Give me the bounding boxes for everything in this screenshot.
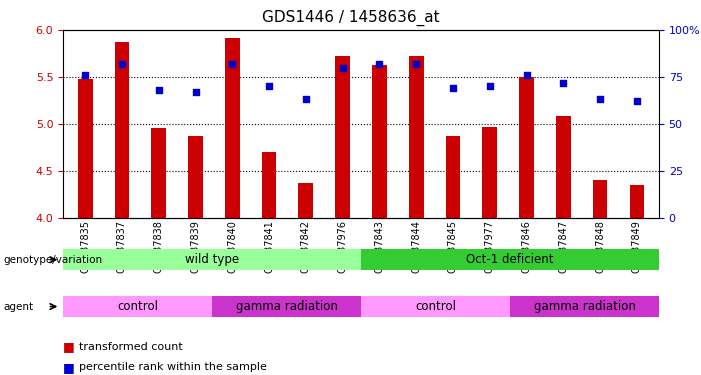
Bar (629, 185, 644, 218)
Bar (188, 136, 203, 218)
Bar (446, 136, 461, 218)
Point (632, 98, 643, 104)
Text: transformed count: transformed count (79, 342, 182, 352)
Point (484, 83, 496, 89)
Bar (593, 180, 608, 218)
Text: control: control (117, 300, 158, 313)
Point (447, 85, 458, 91)
Bar (151, 128, 166, 217)
Bar (335, 56, 350, 217)
Point (226, 61, 238, 67)
Point (190, 89, 201, 95)
Text: gamma radiation: gamma radiation (533, 300, 635, 313)
Bar (78, 79, 93, 218)
Text: gamma radiation: gamma radiation (236, 300, 337, 313)
Text: wild type: wild type (185, 253, 239, 266)
Point (594, 96, 606, 102)
Text: percentile rank within the sample: percentile rank within the sample (79, 363, 266, 372)
Point (153, 87, 164, 93)
Bar (519, 77, 534, 218)
Bar (225, 38, 240, 218)
Point (79, 72, 90, 78)
Bar (299, 183, 313, 218)
Text: genotype/variation: genotype/variation (4, 255, 102, 265)
Bar (482, 127, 497, 218)
Bar (409, 56, 423, 217)
Bar (114, 42, 129, 218)
Text: Oct-1 deficient: Oct-1 deficient (466, 253, 554, 266)
Text: ■: ■ (63, 340, 75, 353)
Bar (556, 116, 571, 218)
Point (521, 72, 532, 78)
Point (116, 61, 128, 67)
Text: control: control (415, 300, 456, 313)
Point (337, 64, 348, 70)
Point (374, 61, 385, 67)
Text: agent: agent (4, 302, 34, 312)
Point (300, 96, 311, 102)
Point (264, 83, 275, 89)
Text: GDS1446 / 1458636_at: GDS1446 / 1458636_at (261, 9, 440, 26)
Point (411, 61, 422, 67)
Bar (372, 64, 387, 218)
Bar (261, 152, 276, 217)
Point (558, 80, 569, 86)
Text: ■: ■ (63, 361, 75, 374)
